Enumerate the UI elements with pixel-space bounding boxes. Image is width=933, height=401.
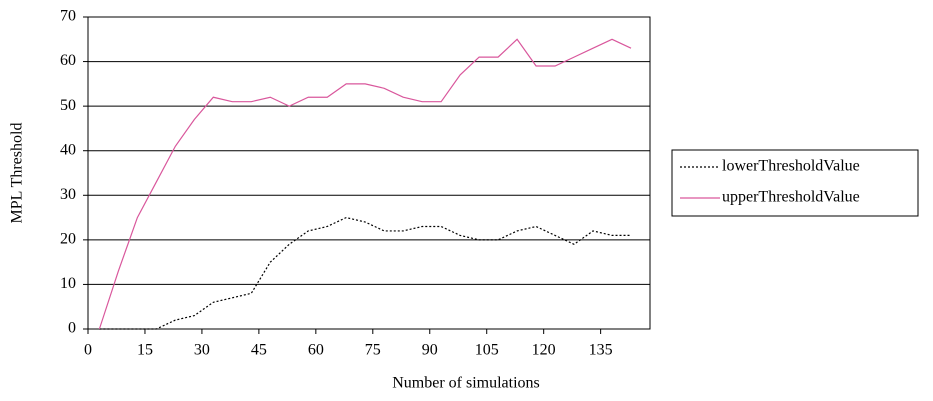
y-tick-label: 20 bbox=[60, 231, 76, 248]
series-line bbox=[99, 216, 632, 330]
y-tick-label: 60 bbox=[60, 52, 76, 69]
x-tick-label: 120 bbox=[532, 342, 556, 359]
legend-label: lowerThresholdValue bbox=[722, 158, 860, 175]
y-tick-label: 40 bbox=[60, 141, 76, 158]
y-axis-label: MPL Threshold bbox=[9, 123, 26, 224]
x-tick-label: 30 bbox=[194, 342, 210, 359]
y-tick-label: 50 bbox=[60, 97, 76, 114]
legend-label: upperThresholdValue bbox=[722, 189, 860, 206]
y-tick-label: 10 bbox=[60, 275, 76, 292]
x-tick-label: 45 bbox=[251, 342, 267, 359]
x-tick-label: 135 bbox=[589, 342, 613, 359]
y-tick-label: 0 bbox=[68, 320, 76, 337]
series-line bbox=[98, 38, 632, 330]
x-tick-label: 60 bbox=[308, 342, 324, 359]
y-tick-label: 70 bbox=[60, 8, 76, 25]
x-tick-label: 75 bbox=[365, 342, 381, 359]
x-tick-label: 15 bbox=[137, 342, 153, 359]
y-tick-label: 30 bbox=[60, 186, 76, 203]
legend-box bbox=[671, 149, 919, 217]
plot-frame bbox=[87, 16, 651, 330]
x-tick-label: 90 bbox=[422, 342, 438, 359]
x-axis-label: Number of simulations bbox=[392, 375, 540, 392]
x-tick-label: 0 bbox=[84, 342, 92, 359]
x-tick-label: 105 bbox=[475, 342, 499, 359]
